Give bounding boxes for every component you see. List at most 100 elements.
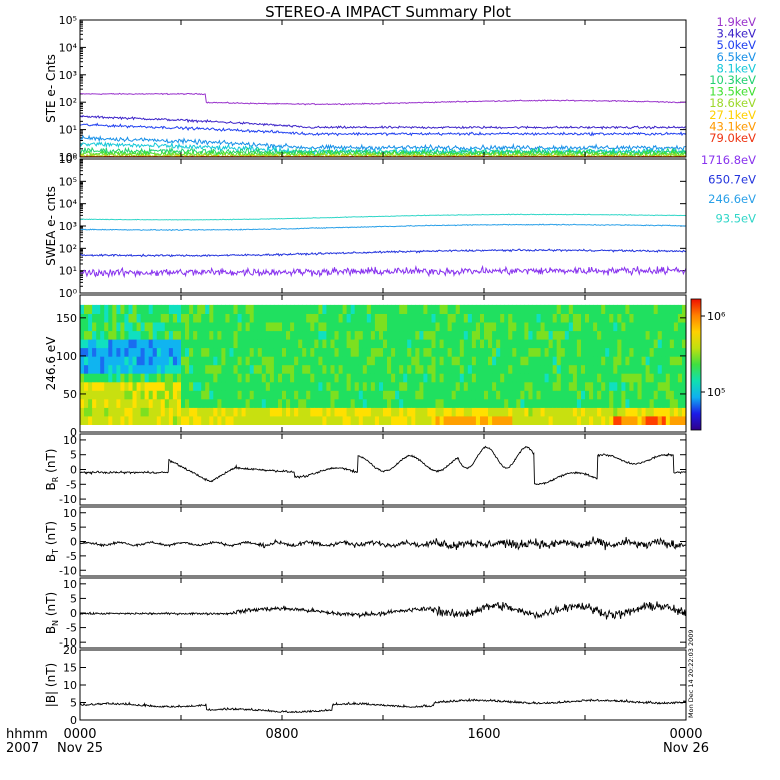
heatmap-cell (374, 330, 380, 340)
heatmap-cell (80, 322, 85, 332)
heatmap-cell (504, 313, 509, 323)
heatmap-cell (168, 407, 174, 417)
heatmap-cell (641, 304, 647, 314)
heatmap-cell (330, 330, 336, 340)
heatmap-cell (617, 398, 622, 408)
heatmap-cell (625, 373, 630, 383)
heatmap-cell (124, 398, 129, 408)
heatmap-cell (629, 313, 634, 323)
heatmap-cell (411, 364, 416, 374)
heatmap-cell (160, 364, 166, 374)
heatmap-cell (427, 407, 432, 417)
heatmap-cell (617, 330, 622, 340)
heatmap-cell (189, 364, 194, 374)
heatmap-cell (156, 313, 162, 323)
heatmap-cell (471, 364, 477, 374)
heatmap-cell (657, 347, 663, 357)
heatmap-cell (233, 304, 239, 314)
heatmap-cell (383, 381, 388, 391)
heatmap-cell (290, 339, 295, 349)
heatmap-cell (657, 339, 663, 349)
heatmap-cell (322, 339, 327, 349)
heatmap-cell (104, 313, 109, 323)
heatmap-cell (185, 415, 190, 425)
heatmap-cell (669, 339, 675, 349)
heatmap-cell (403, 390, 408, 400)
heatmap-cell (181, 322, 186, 332)
heatmap-cell (294, 381, 299, 391)
heatmap-cell (500, 407, 505, 417)
heatmap-cell (249, 407, 255, 417)
heatmap-cell (455, 390, 461, 400)
heatmap-cell (370, 304, 376, 314)
heatmap-cell (366, 339, 372, 349)
br-line (80, 445, 686, 486)
bmag-ytick-label: 10 (63, 679, 77, 692)
heatmap-cell (177, 364, 182, 374)
heatmap-cell (637, 407, 643, 417)
heatmap-cell (302, 398, 307, 408)
heatmap-cell (168, 364, 174, 374)
heatmap-cell (358, 330, 364, 340)
heatmap-cell (92, 347, 97, 357)
heatmap-cell (334, 398, 340, 408)
heatmap-cell (379, 339, 384, 349)
heatmap-cell (197, 339, 202, 349)
heatmap-cell (156, 347, 162, 357)
heatmap-cell (657, 398, 663, 408)
heatmap-cell (387, 347, 392, 357)
swea-ytick-label: 10² (59, 242, 77, 255)
heatmap-cell (500, 313, 505, 323)
heatmap-cell (249, 304, 255, 314)
heatmap-cell (205, 313, 210, 323)
heatmap-cell (447, 390, 453, 400)
bmag-ytick-label: 15 (63, 662, 77, 675)
heatmap-cell (261, 407, 267, 417)
heatmap-cell (172, 415, 178, 425)
heatmap-cell (84, 322, 89, 332)
heatmap-cell (576, 304, 582, 314)
heatmap-cell (484, 339, 489, 349)
heatmap-cell (257, 322, 263, 332)
heatmap-cell (637, 373, 643, 383)
heatmap-cell (346, 415, 352, 425)
heatmap-cell (144, 407, 150, 417)
heatmap-cell (366, 356, 372, 366)
heatmap-cell (597, 304, 602, 314)
heatmap-cell (209, 381, 214, 391)
heatmap-cell (548, 330, 554, 340)
heatmap-cell (358, 313, 364, 323)
heatmap-cell (140, 347, 146, 357)
heatmap-cell (641, 339, 647, 349)
heatmap-cell (645, 304, 651, 314)
ste-series-3.4keV (80, 114, 686, 130)
heatmap-cell (488, 313, 493, 323)
heatmap-cell (265, 356, 271, 366)
heatmap-cell (391, 339, 396, 349)
heatmap-cell (322, 415, 327, 425)
ste-legend-3.4keV: 3.4keV (717, 27, 757, 41)
heatmap-cell (540, 373, 546, 383)
heatmap-cell (427, 322, 432, 332)
heatmap-cell (605, 313, 610, 323)
heatmap-cell (419, 356, 424, 366)
heatmap-cell (520, 313, 525, 323)
heatmap-cell (160, 356, 166, 366)
heatmap-cell (314, 304, 319, 314)
heatmap-cell (427, 339, 432, 349)
heatmap-cell (342, 398, 348, 408)
heatmap-cell (160, 304, 166, 314)
heatmap-cell (403, 381, 408, 391)
heatmap-cell (661, 415, 667, 425)
heatmap-cell (532, 373, 538, 383)
heatmap-cell (84, 304, 89, 314)
heatmap-cell (560, 313, 566, 323)
heatmap-cell (403, 322, 408, 332)
heatmap-cell (294, 339, 299, 349)
heatmap-cell (172, 330, 178, 340)
heatmap-cell (657, 415, 663, 425)
heatmap-cell (383, 330, 388, 340)
heatmap-cell (399, 339, 404, 349)
heatmap-cell (431, 313, 437, 323)
heatmap-cell (411, 373, 416, 383)
